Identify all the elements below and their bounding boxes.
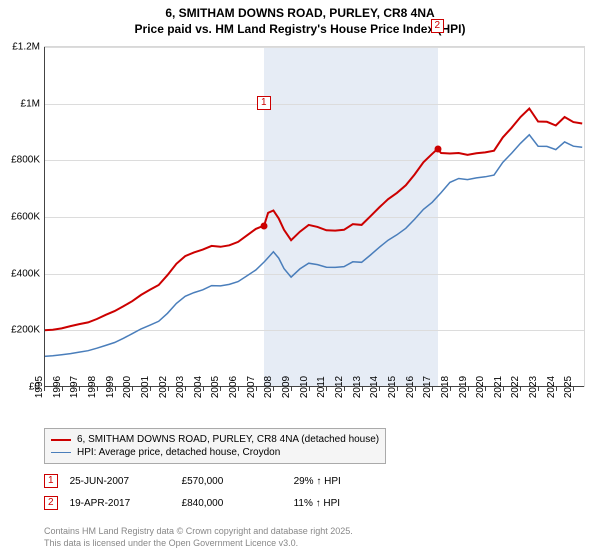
x-tick-label: 2025 [559,376,574,398]
x-tick-label: 2002 [153,376,168,398]
legend-swatch [51,452,71,453]
x-tick-label: 2023 [524,376,539,398]
annotation-row-date: 25-JUN-2007 [70,476,170,487]
x-tick-label: 2018 [436,376,451,398]
legend-swatch [51,439,71,441]
legend-label: HPI: Average price, detached house, Croy… [77,447,280,458]
annotation-label: 2 [431,19,445,33]
x-tick-label: 2012 [330,376,345,398]
x-tick-label: 2014 [365,376,380,398]
annotation-label: 1 [257,96,271,110]
y-axis [44,47,45,387]
x-tick-label: 2005 [206,376,221,398]
x-tick-label: 2010 [295,376,310,398]
x-tick-label: 2020 [471,376,486,398]
x-tick-label: 1998 [83,376,98,398]
x-tick-label: 2013 [348,376,363,398]
chart-title: 6, SMITHAM DOWNS ROAD, PURLEY, CR8 4NA P… [0,0,600,37]
x-tick-label: 2001 [136,376,151,398]
x-tick-label: 1996 [48,376,63,398]
series-line [44,109,582,331]
x-tick-label: 2024 [542,376,557,398]
y-tick-label: £200K [11,325,44,336]
y-tick-label: £600K [11,212,44,223]
x-tick-label: 2000 [118,376,133,398]
x-tick-label: 2011 [313,376,328,398]
x-tick-label: 1999 [100,376,115,398]
y-tick-label: £1M [21,98,44,109]
y-tick-label: £400K [11,268,44,279]
x-tick-label: 2022 [506,376,521,398]
legend-label: 6, SMITHAM DOWNS ROAD, PURLEY, CR8 4NA (… [77,434,379,445]
legend: 6, SMITHAM DOWNS ROAD, PURLEY, CR8 4NA (… [44,428,386,464]
title-line-2: Price paid vs. HM Land Registry's House … [0,22,600,38]
x-tick-label: 2004 [189,376,204,398]
x-tick-label: 2008 [259,376,274,398]
annotation-row: 1 25-JUN-2007 £570,000 29% ↑ HPI [44,474,394,488]
annotation-row: 2 19-APR-2017 £840,000 11% ↑ HPI [44,496,394,510]
annotation-marker [261,222,268,229]
legend-item: HPI: Average price, detached house, Croy… [51,446,379,459]
footer-line-1: Contains HM Land Registry data © Crown c… [44,526,353,538]
annotation-row-date: 19-APR-2017 [70,498,170,509]
x-tick-label: 1995 [30,376,45,398]
x-tick-label: 2015 [383,376,398,398]
annotation-row-delta: 11% ↑ HPI [294,498,394,509]
annotation-row-num: 1 [44,474,58,488]
annotation-row-price: £840,000 [182,498,282,509]
y-tick-label: £1.2M [12,42,44,53]
annotation-row-price: £570,000 [182,476,282,487]
title-line-1: 6, SMITHAM DOWNS ROAD, PURLEY, CR8 4NA [0,6,600,22]
footer-line-2: This data is licensed under the Open Gov… [44,538,353,550]
footer-copyright: Contains HM Land Registry data © Crown c… [44,526,353,549]
x-tick-label: 2021 [489,376,504,398]
x-tick-label: 2007 [242,376,257,398]
x-tick-label: 2017 [418,376,433,398]
annotation-row-num: 2 [44,496,58,510]
x-tick-label: 2006 [224,376,239,398]
x-tick-label: 2003 [171,376,186,398]
x-tick-label: 2019 [453,376,468,398]
series-line [44,135,582,357]
x-tick-label: 2009 [277,376,292,398]
annotation-row-delta: 29% ↑ HPI [294,476,394,487]
chart-plot-area: £0£200K£400K£600K£800K£1M£1.2M 199519961… [44,46,585,387]
x-tick-label: 1997 [65,376,80,398]
annotation-marker [434,146,441,153]
x-tick-label: 2016 [400,376,415,398]
y-tick-label: £800K [11,155,44,166]
legend-item: 6, SMITHAM DOWNS ROAD, PURLEY, CR8 4NA (… [51,433,379,446]
line-series [44,47,584,387]
